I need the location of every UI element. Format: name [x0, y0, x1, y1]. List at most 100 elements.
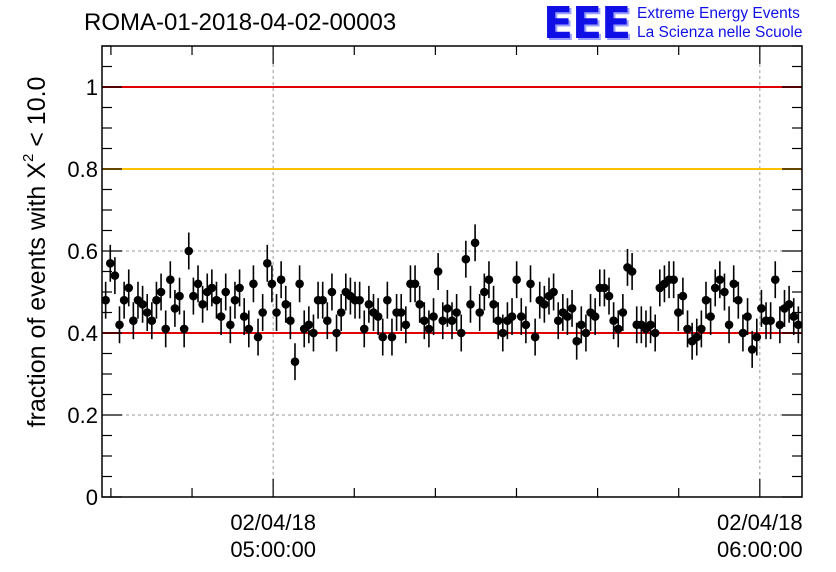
data-point [484, 275, 494, 285]
eee-logo: EEE Extreme Energy Events La Scienza nel… [543, 0, 833, 49]
data-point [447, 316, 457, 326]
data-points [101, 224, 803, 381]
plot-frame [101, 45, 803, 498]
run-title: ROMA-01-2018-04-02-00003 [84, 9, 397, 36]
y-tick-label: 0.6 [67, 239, 98, 264]
data-point [101, 295, 110, 305]
data-point [323, 316, 332, 326]
data-point [129, 316, 138, 326]
data-point [516, 312, 526, 321]
data-point [152, 295, 161, 305]
data-point [249, 279, 258, 289]
data-point [697, 324, 706, 334]
data-point [757, 304, 766, 313]
data-point [295, 279, 304, 289]
data-point [318, 295, 327, 305]
data-point [480, 287, 489, 297]
data-point [734, 295, 743, 305]
data-point [267, 279, 277, 289]
data-point [207, 283, 217, 293]
y-tick-label: 1 [86, 75, 98, 100]
x-tick-label-time: 05:00:00 [230, 537, 316, 562]
data-point [553, 316, 563, 326]
data-point [572, 336, 581, 346]
data-point [189, 291, 198, 301]
data-point [156, 287, 166, 297]
data-point [577, 320, 586, 330]
data-point [212, 295, 221, 305]
data-point [332, 328, 341, 338]
data-point [359, 324, 369, 334]
data-point [304, 320, 314, 330]
data-point [461, 254, 471, 264]
data-point [563, 312, 572, 321]
data-point [175, 291, 184, 301]
data-point [226, 320, 235, 330]
y-tick-label: 0.4 [67, 321, 98, 346]
data-point [262, 259, 272, 268]
data-point [489, 300, 498, 309]
data-point [650, 328, 660, 338]
data-point [438, 316, 448, 326]
data-point [429, 312, 438, 321]
data-point [701, 295, 711, 305]
data-point [475, 308, 485, 317]
data-point [692, 332, 702, 342]
data-point [738, 328, 748, 338]
data-point [396, 308, 406, 317]
data-point [336, 308, 346, 317]
data-point [115, 320, 124, 330]
data-point [789, 312, 799, 321]
y-tick-label: 0.2 [67, 403, 98, 428]
data-point [387, 332, 397, 342]
data-point [507, 312, 517, 321]
x-tick-label-date: 02/04/18 [230, 510, 316, 535]
data-point [720, 287, 729, 297]
logo-tagline-2: La Scienza nelle Scuole [637, 24, 803, 41]
data-point [752, 332, 762, 342]
data-point [290, 357, 300, 367]
data-point [253, 332, 263, 342]
data-point [281, 300, 291, 309]
data-point [710, 283, 720, 293]
data-point [493, 316, 503, 326]
data-point [609, 316, 618, 326]
data-point [683, 324, 692, 334]
data-point [604, 291, 614, 301]
data-point [272, 308, 281, 317]
data-point [784, 300, 794, 309]
data-point [276, 275, 286, 285]
data-point [105, 259, 115, 268]
data-point [590, 312, 600, 321]
data-point [147, 316, 157, 326]
data-point [401, 320, 411, 330]
data-point [743, 312, 752, 321]
data-point [239, 312, 249, 321]
grid-lines [102, 46, 802, 497]
data-point [410, 279, 420, 289]
data-point [364, 300, 374, 309]
x-tick-label-date: 02/04/18 [717, 510, 803, 535]
data-point [244, 324, 254, 334]
data-point [124, 283, 134, 293]
data-point [166, 275, 175, 285]
data-point [142, 308, 152, 317]
data-point [526, 279, 535, 289]
data-point [193, 279, 203, 289]
eee-logo-mark: EEE [543, 0, 631, 49]
data-point [470, 238, 480, 248]
data-point [378, 332, 388, 342]
data-point [170, 304, 180, 313]
data-point [729, 279, 738, 289]
data-point [466, 300, 475, 309]
axis-ticks [102, 45, 802, 498]
data-point [549, 287, 558, 297]
data-point [567, 304, 577, 313]
data-point [373, 312, 383, 321]
data-point [498, 328, 508, 338]
data-point [309, 328, 318, 338]
data-point [415, 300, 424, 309]
data-point [119, 295, 129, 305]
data-point [221, 287, 231, 297]
